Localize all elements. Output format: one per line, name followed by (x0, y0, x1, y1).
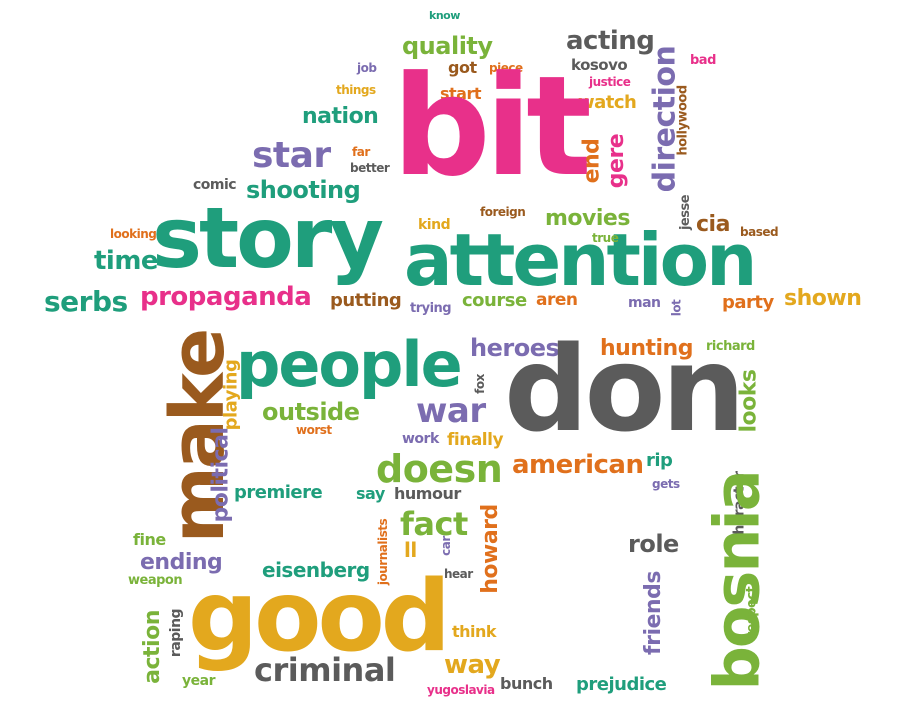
word-foreign: foreign (480, 205, 526, 219)
word-yugoslavia: yugoslavia (427, 683, 495, 697)
word-raping: raping (168, 608, 185, 658)
word-finally: finally (447, 430, 504, 450)
word-propaganda: propaganda (140, 282, 312, 312)
word-american: american (512, 450, 644, 480)
word-looking: looking (110, 227, 157, 241)
word-looks: looks (736, 369, 762, 433)
word-car: car (438, 536, 453, 556)
word-bosnia: bosnia (700, 471, 774, 691)
word-say: say (356, 484, 385, 503)
word-hunting: hunting (600, 336, 693, 361)
word-bunch: bunch (500, 674, 553, 693)
word-movies: movies (545, 206, 630, 231)
word-criminal: criminal (254, 651, 396, 689)
word-cia: cia (696, 212, 730, 237)
word-comic: comic (193, 177, 237, 193)
word-shooting: shooting (246, 176, 361, 204)
word-role: role (628, 530, 679, 558)
word-don: don (504, 320, 746, 458)
word-aren: aren (536, 290, 578, 310)
word-lot: lot (669, 299, 684, 317)
word-heroes: heroes (470, 334, 560, 362)
word-doesn: doesn (376, 447, 503, 491)
word-party: party (722, 292, 774, 313)
word-rip: rip (646, 450, 673, 471)
word-hear: hear (444, 567, 473, 581)
word-good: good (188, 560, 451, 674)
word-watch: watch (578, 92, 637, 113)
word-ll: ll (404, 538, 417, 562)
word-acting: acting (566, 26, 655, 56)
word-hollywood: hollywood (675, 85, 691, 156)
word-true: true (592, 231, 619, 245)
word-kosovo: kosovo (571, 56, 628, 74)
word-ending: ending (140, 550, 223, 575)
word-political: political (208, 427, 234, 523)
word-friends: friends (640, 571, 666, 655)
word-bad: bad (690, 53, 716, 68)
word-got: got (448, 58, 477, 77)
word-kind: kind (418, 217, 451, 233)
word-gere: gere (604, 133, 630, 189)
word-people: people (236, 328, 463, 401)
word-based: based (740, 225, 779, 239)
word-star: star (252, 135, 331, 176)
word-gets: gets (652, 477, 680, 491)
word-job: job (357, 61, 377, 75)
word-story: story (152, 189, 384, 287)
word-putting: putting (330, 290, 402, 311)
word-start: start (440, 84, 482, 103)
word-year: year (182, 673, 215, 689)
word-justice: justice (589, 75, 631, 89)
word-know: know (429, 9, 460, 22)
word-respect: respect (744, 586, 760, 639)
word-serbs: serbs (44, 285, 128, 318)
word-weapon: weapon (128, 573, 183, 588)
word-nation: nation (302, 104, 379, 129)
word-far: far (352, 145, 370, 159)
word-end: end (579, 138, 605, 184)
word-humour: humour (394, 484, 461, 503)
word-action: action (139, 610, 165, 684)
word-quality: quality (402, 32, 493, 60)
word-things: things (336, 83, 376, 97)
word-bit: bit (392, 46, 592, 207)
word-premiere: premiere (234, 482, 323, 503)
word-better: better (350, 161, 390, 175)
word-fact: fact (400, 505, 468, 543)
word-work: work (402, 431, 439, 447)
word-time: time (94, 246, 159, 276)
word-piece: piece (489, 61, 523, 75)
word-worst: worst (296, 423, 332, 437)
word-fine: fine (133, 530, 166, 549)
word-man: man (628, 295, 661, 311)
word-outside: outside (262, 398, 360, 426)
word-war: war (416, 391, 486, 431)
word-shown: shown (784, 286, 862, 311)
word-think: think (452, 622, 497, 641)
word-howard: howard (477, 504, 503, 594)
word-course: course (462, 290, 527, 311)
word-playing: playing (220, 359, 242, 431)
word-trying: trying (410, 301, 452, 316)
word-attention: attention (404, 218, 757, 302)
word-eisenberg: eisenberg (262, 558, 370, 582)
word-prejudice: prejudice (576, 674, 667, 695)
word-way: way (444, 650, 501, 680)
word-richard: richard (706, 339, 755, 354)
